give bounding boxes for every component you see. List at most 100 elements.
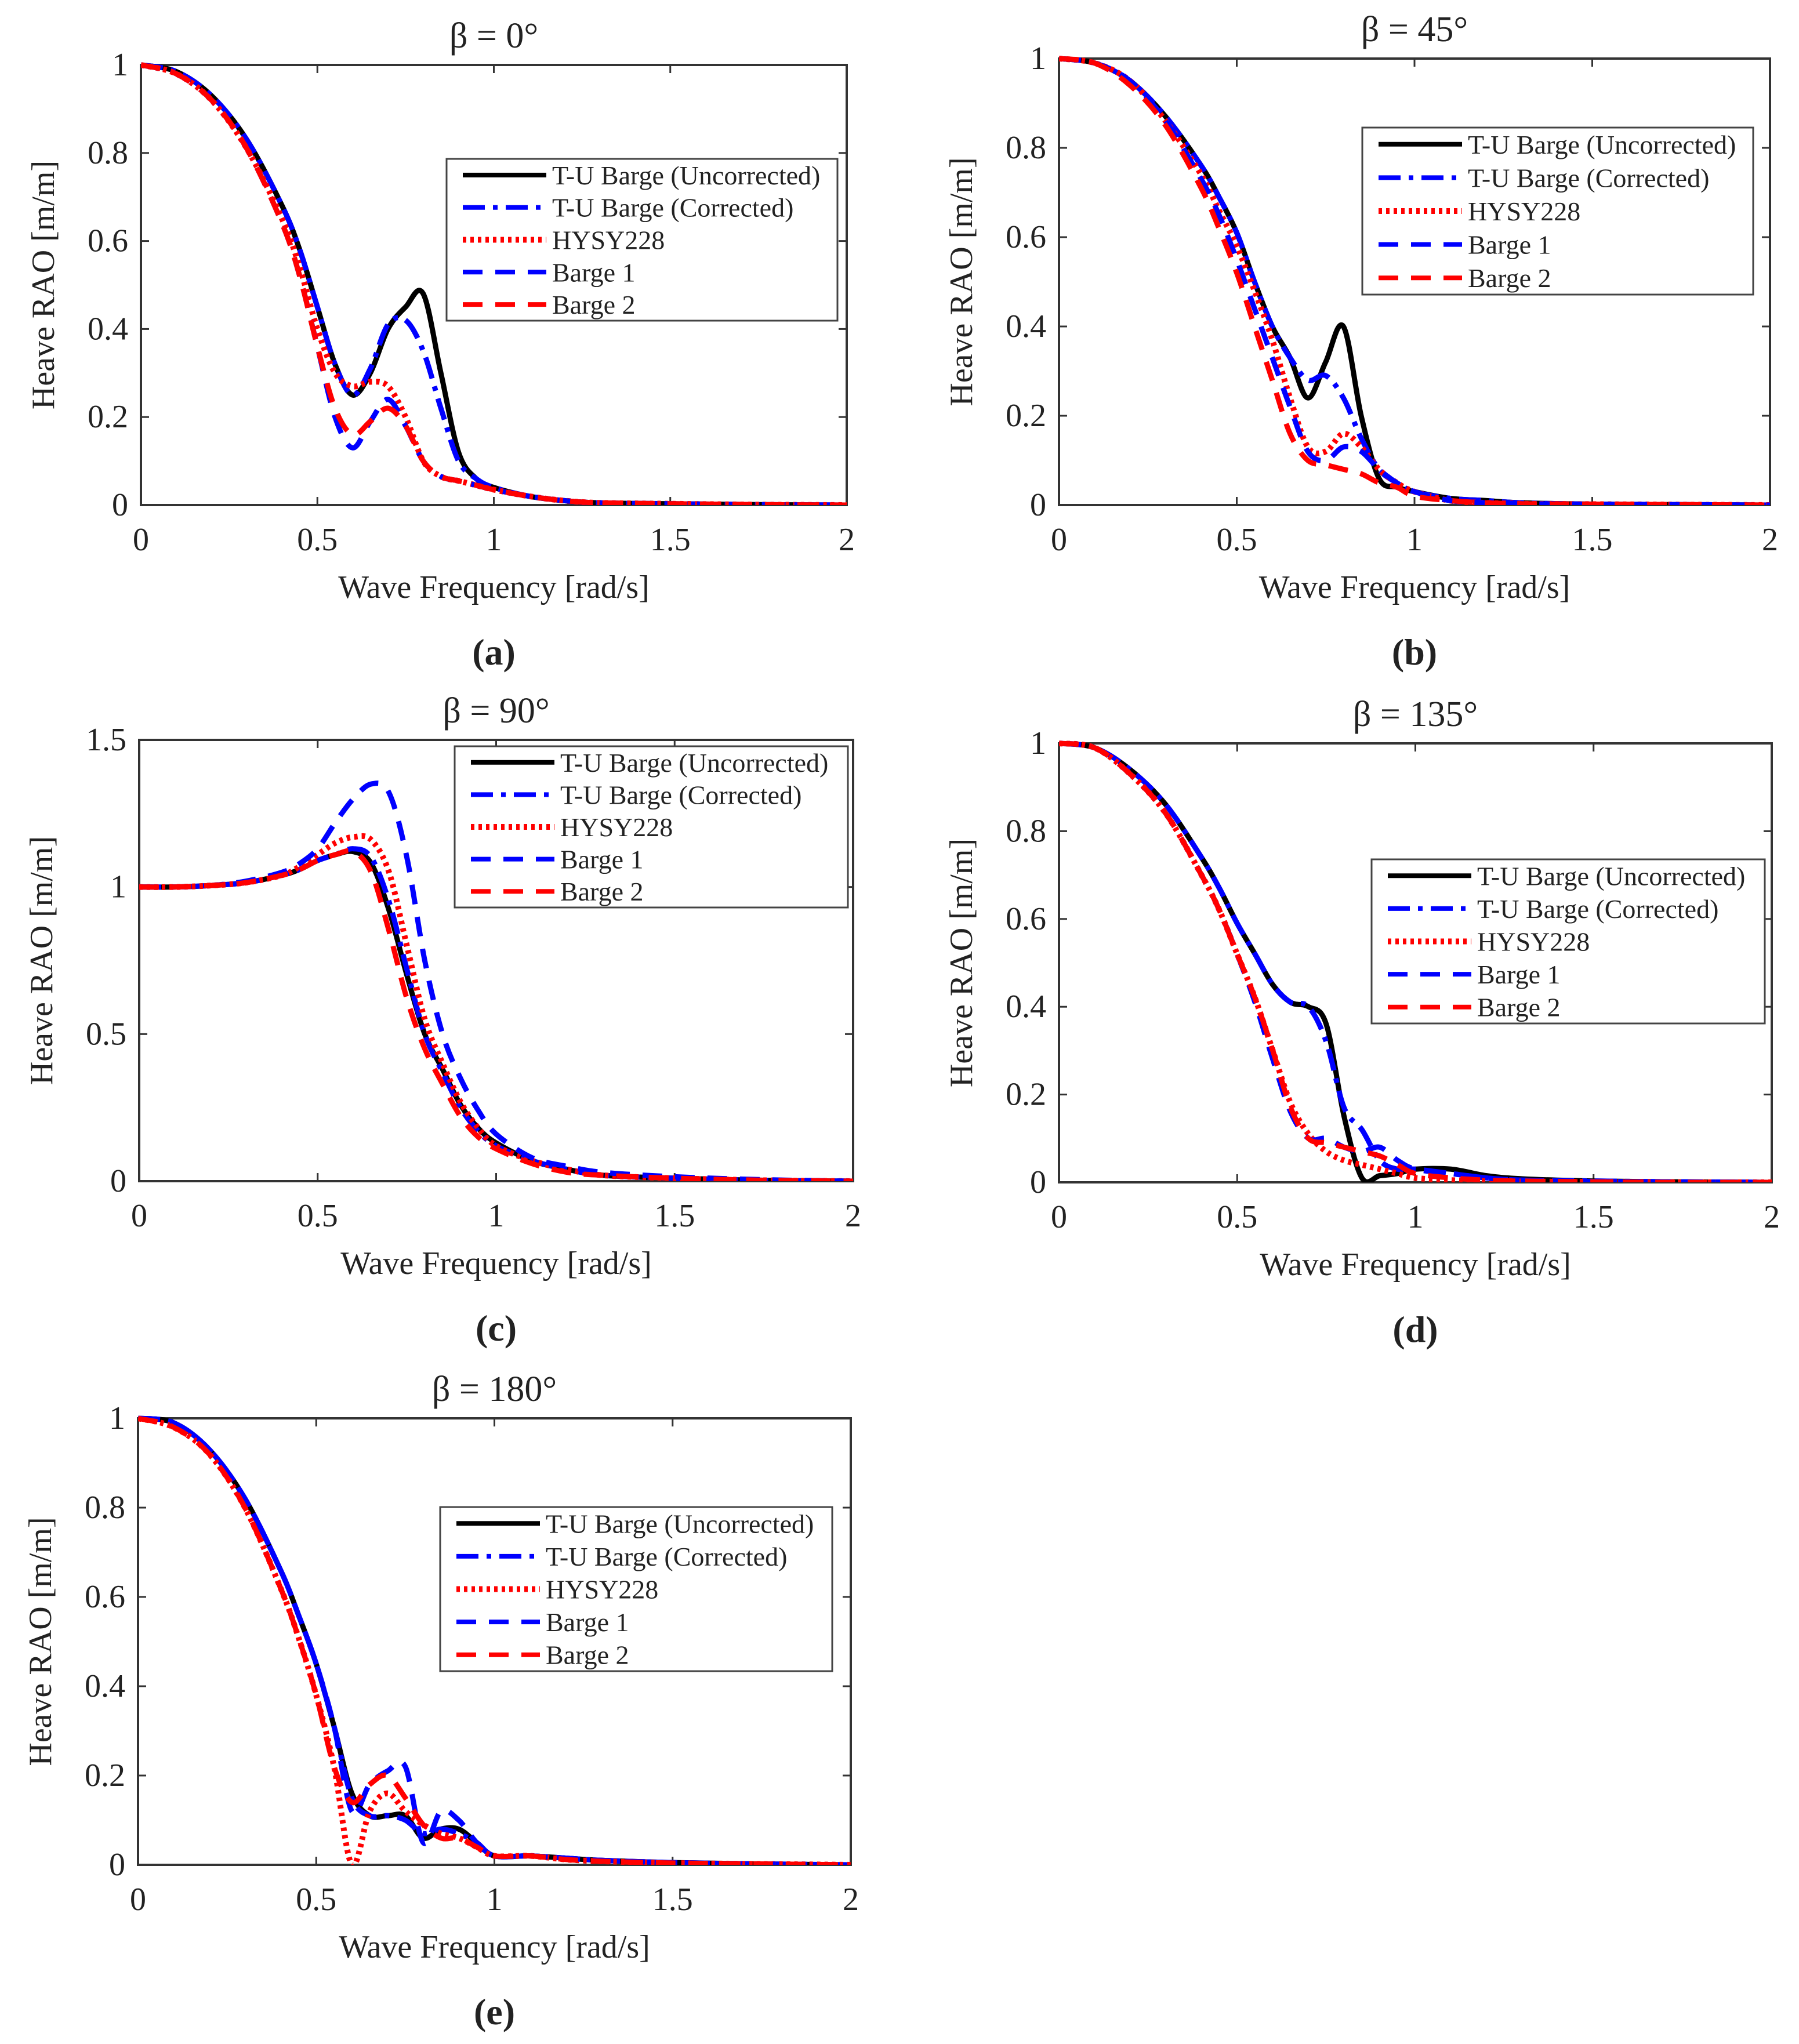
x-tick-label: 1.5 xyxy=(654,1198,695,1234)
x-tick-label: 0.5 xyxy=(1217,1199,1257,1235)
x-tick-label: 1.5 xyxy=(650,522,691,558)
legend-label: T-U Barge (Uncorrected) xyxy=(1468,130,1736,159)
series-line-barge-2 xyxy=(1059,740,1772,1182)
x-axis-label: Wave Frequency [rad/s] xyxy=(1260,1247,1571,1283)
panel-label: (d) xyxy=(1392,1309,1438,1350)
x-tick-label: 1 xyxy=(488,1198,505,1234)
x-tick-label: 1.5 xyxy=(1573,1199,1614,1235)
legend-label: HYSY228 xyxy=(552,226,665,255)
x-tick-label: 1 xyxy=(1408,1199,1424,1235)
legend-label: T-U Barge (Uncorrected) xyxy=(552,161,820,190)
legend-label: T-U Barge (Corrected) xyxy=(546,1542,787,1571)
x-tick-label: 0 xyxy=(1051,522,1067,558)
x-tick-label: 1 xyxy=(1406,522,1423,558)
y-tick-label: 0.6 xyxy=(85,1579,125,1615)
y-tick-label: 1 xyxy=(1030,41,1046,77)
series-line-barge-2 xyxy=(138,1415,851,1865)
legend-box xyxy=(1361,126,1754,296)
legend-label: T-U Barge (Uncorrected) xyxy=(560,748,828,778)
legend-box xyxy=(454,745,849,909)
y-tick-label: 0 xyxy=(1030,1164,1046,1200)
chart-panel: β = 45° 0 0.5 1 1.5 2 0 0.2 0.4 0.6 0.8 1 Wave Frequ… xyxy=(944,10,1778,673)
chart-title: β = 135° xyxy=(1353,695,1478,734)
chart-panel: β = 180° 0 0.5 1 1.5 2 0 0.2 0.4 0.6 0.8 1 Wave Freq… xyxy=(23,1370,859,2032)
legend-label: Barge 1 xyxy=(560,845,644,874)
y-axis-label: Heave RAO [m/m] xyxy=(944,157,980,406)
y-tick-label: 0.8 xyxy=(88,135,128,171)
legend-label: Barge 1 xyxy=(546,1607,629,1637)
y-axis-label: Heave RAO [m/m] xyxy=(24,836,60,1085)
legend-label: Barge 2 xyxy=(1468,263,1551,293)
legend-label: Barge 2 xyxy=(560,877,644,906)
legend-label: T-U Barge (Corrected) xyxy=(552,193,793,223)
legend-label: T-U Barge (Uncorrected) xyxy=(546,1509,814,1538)
series-line-barge-2 xyxy=(1059,56,1770,505)
y-tick-label: 0.4 xyxy=(85,1668,125,1704)
legend-label: HYSY228 xyxy=(546,1575,658,1604)
x-axis-label: Wave Frequency [rad/s] xyxy=(339,1929,650,1965)
y-tick-label: 1 xyxy=(1030,725,1046,761)
y-tick-label: 0.4 xyxy=(1006,308,1046,344)
legend: T-U Barge (Uncorrected) T-U Barge (Correc… xyxy=(445,158,839,322)
legend-box xyxy=(1370,858,1766,1025)
series-group xyxy=(1059,740,1772,1182)
x-tick-label: 0 xyxy=(131,1198,147,1234)
y-tick-label: 0.8 xyxy=(1006,813,1046,849)
series-group xyxy=(1059,56,1770,505)
series-group xyxy=(138,1415,851,1865)
x-axis-label: Wave Frequency [rad/s] xyxy=(340,1246,652,1281)
x-axis-label: Wave Frequency [rad/s] xyxy=(338,569,650,605)
chart-title: β = 45° xyxy=(1361,10,1468,49)
x-tick-label: 0.5 xyxy=(298,1198,338,1234)
y-tick-label: 0.6 xyxy=(1006,219,1046,255)
y-tick-label: 0.4 xyxy=(88,311,128,347)
y-tick-label: 0 xyxy=(1030,487,1046,523)
legend-box xyxy=(439,1506,833,1672)
y-axis-label: Heave RAO [m/m] xyxy=(944,838,980,1087)
legend-label: T-U Barge (Corrected) xyxy=(1468,163,1709,193)
panel-label: (a) xyxy=(472,631,516,673)
legend-label: Barge 2 xyxy=(552,290,636,320)
legend-label: Barge 1 xyxy=(552,257,636,287)
panel-label: (c) xyxy=(476,1308,517,1349)
series-line-t-u-barge-corrected xyxy=(1059,56,1770,505)
x-tick-label: 2 xyxy=(843,1882,859,1918)
chart-panel: β = 0° 0 0.5 1 1.5 2 0 0.2 0.4 0.6 0.8 1 Wave Freque… xyxy=(26,16,855,673)
y-tick-label: 0.8 xyxy=(85,1490,125,1526)
y-tick-label: 1.5 xyxy=(86,722,126,758)
x-tick-label: 2 xyxy=(1764,1199,1780,1235)
y-tick-label: 0.2 xyxy=(85,1758,125,1794)
y-tick-label: 0.2 xyxy=(1006,398,1046,434)
series-group xyxy=(139,780,853,1181)
y-tick-label: 0.2 xyxy=(1006,1077,1046,1113)
x-tick-label: 2 xyxy=(1762,522,1778,558)
legend-label: HYSY228 xyxy=(1468,197,1580,226)
y-tick-label: 0 xyxy=(110,1163,126,1199)
y-axis-label: Heave RAO [m/m] xyxy=(26,161,61,409)
y-tick-label: 0.4 xyxy=(1006,989,1046,1025)
y-tick-label: 1 xyxy=(112,47,128,83)
legend-label: T-U Barge (Corrected) xyxy=(1477,894,1718,924)
x-tick-label: 1 xyxy=(487,1882,503,1918)
series-line-barge-2 xyxy=(139,848,853,1181)
x-tick-label: 1.5 xyxy=(652,1882,693,1918)
series-line-t-u-barge-corrected xyxy=(1059,740,1772,1182)
panel-label: (e) xyxy=(474,1991,515,2032)
panel-label: (b) xyxy=(1392,631,1437,673)
x-tick-label: 0 xyxy=(1051,1199,1067,1235)
chart-panel: β = 135° 0 0.5 1 1.5 2 0 0.2 0.4 0.6 0.8 1 Wave Freq… xyxy=(944,695,1780,1350)
y-tick-label: 0.2 xyxy=(88,399,128,435)
legend: T-U Barge (Uncorrected) T-U Barge (Correc… xyxy=(1361,126,1754,296)
x-tick-label: 1 xyxy=(486,522,502,558)
legend: T-U Barge (Uncorrected)T-U Barge (Correc… xyxy=(1370,858,1766,1025)
series-line-barge-1 xyxy=(139,780,853,1181)
x-tick-label: 0 xyxy=(133,522,149,558)
x-tick-label: 0 xyxy=(130,1882,146,1918)
legend-label: T-U Barge (Uncorrected) xyxy=(1477,861,1745,891)
y-tick-label: 0 xyxy=(112,487,128,523)
legend-label: Barge 2 xyxy=(1477,993,1561,1022)
y-tick-label: 0.6 xyxy=(1006,901,1046,937)
series-group xyxy=(141,62,847,505)
